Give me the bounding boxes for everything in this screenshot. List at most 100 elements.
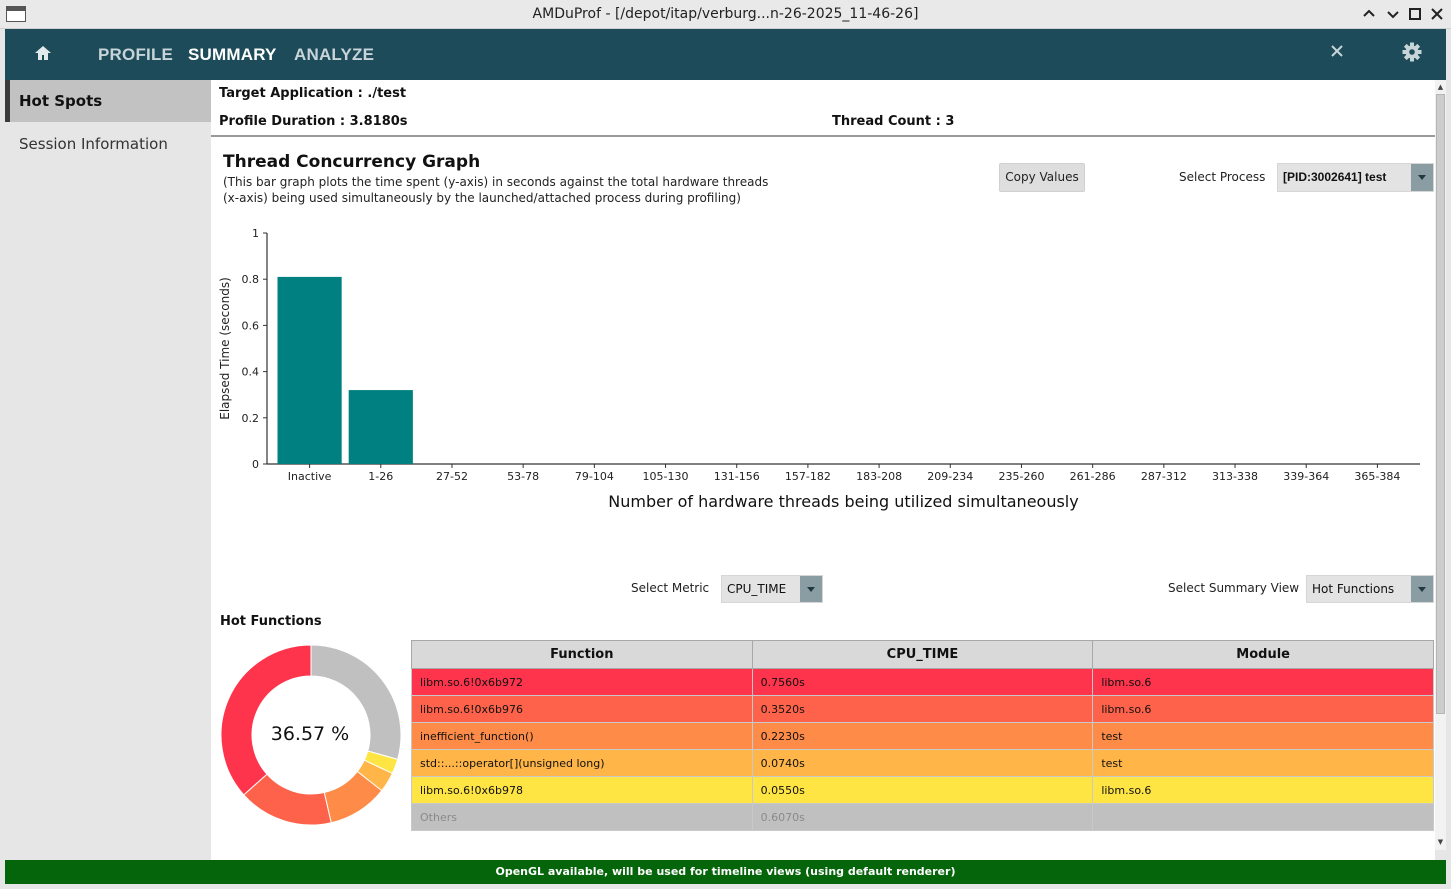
graph-description: (This bar graph plots the time spent (y-… (223, 174, 783, 206)
module-cell: libm.so.6 (1092, 695, 1434, 723)
module-cell (1092, 803, 1434, 831)
module-cell: libm.so.6 (1092, 776, 1434, 804)
cpu-time-cell: 0.7560s (751, 668, 1094, 696)
x-tick-label: 1-26 (368, 470, 393, 483)
window-titlebar: AMDuProf - [/depot/itap/verburg...n-26-2… (0, 0, 1451, 29)
graph-title: Thread Concurrency Graph (223, 152, 481, 172)
x-tick-label: 365-384 (1354, 470, 1400, 483)
function-cell: std::...::operator[](unsigned long) (411, 749, 753, 777)
table-header-row: Function CPU_TIME Module (411, 640, 1434, 669)
module-cell: test (1092, 749, 1434, 777)
chevron-down-icon[interactable] (1411, 576, 1433, 602)
gear-icon[interactable] (1401, 41, 1423, 63)
x-tick-label: 157-182 (785, 470, 831, 483)
tab-profile[interactable]: PROFILE (98, 45, 174, 64)
x-tick-label: Inactive (288, 470, 332, 483)
table-row[interactable]: inefficient_function() 0.2230s test (411, 722, 1434, 750)
table-row[interactable]: Others 0.6070s (411, 803, 1434, 831)
chevron-down-icon[interactable] (800, 576, 822, 602)
y-tick-label: 0 (252, 458, 259, 471)
column-header-module[interactable]: Module (1092, 640, 1434, 669)
x-tick-label: 131-156 (714, 470, 760, 483)
tab-summary[interactable]: SUMMARY (188, 45, 277, 64)
window-up-icon[interactable] (1360, 5, 1378, 23)
summary-view-select-value: Hot Functions (1312, 582, 1395, 596)
function-cell: libm.so.6!0x6b972 (411, 668, 753, 696)
x-tick-label: 313-338 (1212, 470, 1258, 483)
function-cell: Others (411, 803, 753, 831)
scroll-up-icon[interactable]: ▲ (1437, 83, 1444, 91)
status-bar: OpenGL available, will be used for timel… (5, 860, 1446, 884)
table-row[interactable]: libm.so.6!0x6b978 0.0550s libm.so.6 (411, 776, 1434, 804)
window-close-icon[interactable] (1428, 5, 1446, 23)
process-select[interactable]: [PID:3002641] test (1277, 163, 1434, 192)
thread-count: Thread Count : 3 (832, 114, 955, 129)
function-cell: libm.so.6!0x6b978 (411, 776, 753, 804)
chevron-down-icon[interactable] (1411, 164, 1433, 191)
sidebar-item-hot-spots[interactable]: Hot Spots (5, 80, 211, 122)
select-process-label: Select Process (1179, 170, 1266, 184)
cpu-time-cell: 0.6070s (751, 803, 1094, 831)
window-title: AMDuProf - [/depot/itap/verburg...n-26-2… (532, 6, 919, 22)
module-cell: libm.so.6 (1092, 668, 1434, 696)
sidebar-item-session-information[interactable]: Session Information (19, 135, 168, 153)
process-select-value: [PID:3002641] test (1283, 170, 1387, 184)
target-application: Target Application : ./test (219, 86, 407, 101)
column-header-cpu-time[interactable]: CPU_TIME (751, 640, 1094, 669)
table-row[interactable]: libm.so.6!0x6b976 0.3520s libm.so.6 (411, 695, 1434, 723)
y-tick-label: 1 (252, 227, 259, 240)
window-minimize-icon[interactable] (1384, 5, 1402, 23)
donut-slice[interactable] (220, 644, 312, 796)
summary-view-select[interactable]: Hot Functions (1306, 575, 1434, 603)
graph-description-line: (x-axis) being used simultaneously by th… (223, 191, 741, 205)
x-tick-label: 287-312 (1141, 470, 1187, 483)
x-tick-label: 27-52 (436, 470, 468, 483)
x-tick-label: 183-208 (856, 470, 902, 483)
metric-select[interactable]: CPU_TIME (721, 575, 823, 603)
x-tick-label: 105-130 (643, 470, 689, 483)
x-tick-label: 209-234 (927, 470, 973, 483)
y-tick-label: 0.4 (242, 366, 260, 379)
x-tick-label: 261-286 (1070, 470, 1116, 483)
profile-duration: Profile Duration : 3.8180s (219, 114, 408, 129)
cpu-time-cell: 0.0550s (751, 776, 1094, 804)
tab-analyze[interactable]: ANALYZE (294, 45, 375, 64)
metric-select-value: CPU_TIME (727, 582, 787, 596)
main-navbar: PROFILE SUMMARY ANALYZE (5, 29, 1446, 80)
table-row[interactable]: libm.so.6!0x6b972 0.7560s libm.so.6 (411, 668, 1434, 696)
select-summary-view-label: Select Summary View (1168, 581, 1300, 595)
window-maximize-icon[interactable] (1406, 5, 1424, 23)
donut-percentage: 36.57 % (270, 723, 350, 745)
thread-concurrency-chart: 0 0.2 0.4 0.6 0.8 1 Elapsed Time (seconds) Inac… (218, 227, 1420, 511)
close-icon[interactable] (1327, 41, 1347, 61)
hot-functions-title: Hot Functions (220, 614, 322, 629)
column-header-function[interactable]: Function (411, 640, 753, 669)
function-cell: libm.so.6!0x6b976 (411, 695, 753, 723)
cpu-time-cell: 0.0740s (751, 749, 1094, 777)
x-axis-label: Number of hardware threads being utilize… (608, 492, 1078, 511)
copy-values-button[interactable]: Copy Values (999, 163, 1085, 192)
sidebar: Hot Spots Session Information (5, 80, 211, 860)
x-tick-label: 79-104 (575, 470, 614, 483)
scroll-down-icon[interactable]: ▼ (1437, 838, 1444, 846)
vertical-scrollbar[interactable]: ▲ ▼ (1435, 80, 1446, 850)
y-tick-label: 0.8 (242, 273, 260, 286)
x-tick-label: 235-260 (998, 470, 1044, 483)
hot-functions-donut (220, 644, 402, 826)
y-tick-label: 0.2 (242, 412, 260, 425)
y-tick-label: 0.6 (242, 319, 260, 332)
hot-functions-table: Function CPU_TIME Module libm.so.6!0x6b9… (411, 640, 1434, 831)
bar (277, 276, 342, 464)
bar (348, 390, 413, 464)
function-cell: inefficient_function() (411, 722, 753, 750)
select-metric-label: Select Metric (631, 581, 710, 595)
table-row[interactable]: std::...::operator[](unsigned long) 0.07… (411, 749, 1434, 777)
divider (211, 135, 1435, 137)
scrollbar-thumb[interactable] (1436, 94, 1445, 714)
x-tick-label: 53-78 (507, 470, 539, 483)
cpu-time-cell: 0.3520s (751, 695, 1094, 723)
app-icon (6, 6, 26, 22)
x-tick-label: 339-364 (1283, 470, 1329, 483)
home-icon[interactable] (33, 43, 53, 63)
graph-description-line: (This bar graph plots the time spent (y-… (223, 175, 769, 189)
